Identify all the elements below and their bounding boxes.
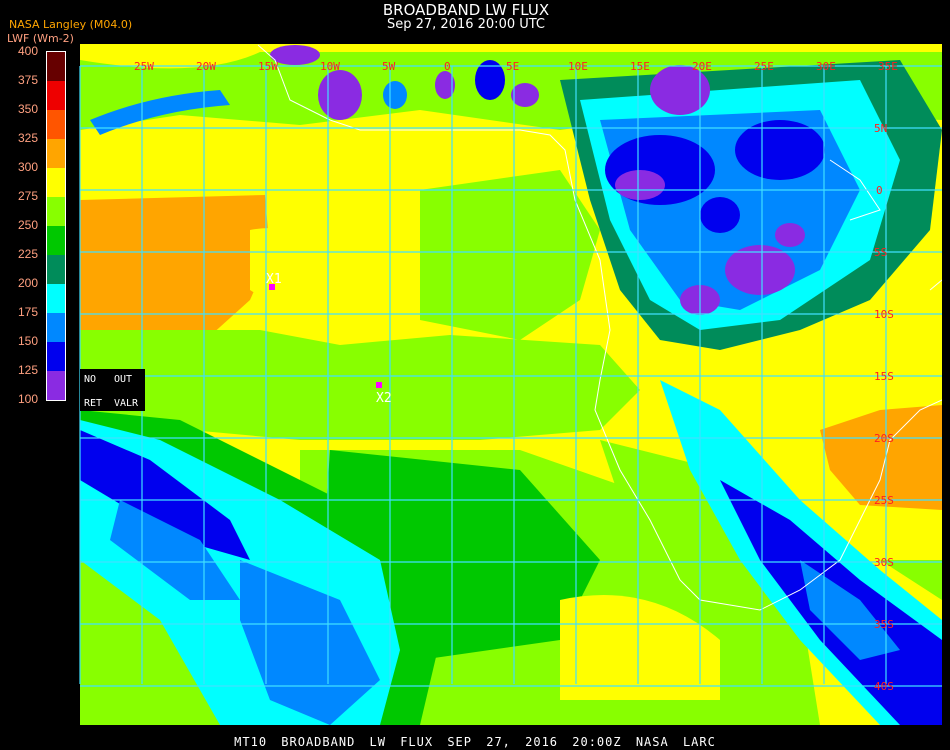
legend-tick: 100: [18, 392, 39, 406]
legend-tick: 300: [18, 160, 39, 174]
longitude-label: 20E: [692, 60, 712, 73]
longitude-label: 30E: [816, 60, 836, 73]
latitude-label: 20S: [874, 432, 894, 445]
legend-tick: 225: [18, 247, 39, 261]
latitude-label: 35S: [874, 618, 894, 631]
longitude-label: 15E: [630, 60, 650, 73]
legend-swatch: [47, 168, 65, 197]
legend-tick: 200: [18, 276, 39, 290]
latitude-label: 15S: [874, 370, 894, 383]
valr-button[interactable]: VALR: [114, 398, 139, 409]
longitude-label: 5W: [382, 60, 396, 73]
legend-swatch: [47, 197, 65, 226]
marker-x1-label: X1: [266, 272, 282, 287]
control-panel: NO OUT RET VALR: [80, 369, 145, 411]
legend-tick: 250: [18, 218, 39, 232]
legend-tick: 125: [18, 363, 39, 377]
longitude-labels: 25W 20W 15W 10W 5W 0 5E 10E 15E 20E 25E 30E 35E: [134, 60, 898, 73]
marker-x1[interactable]: [269, 284, 275, 290]
unit-label: LWF (Wm-2): [7, 32, 74, 45]
organization-label: NASA Langley (M04.0): [9, 18, 133, 31]
legend-swatch: [47, 226, 65, 255]
longitude-label: 0: [444, 60, 451, 73]
lat-lon-grid: [79, 65, 942, 687]
legend-swatch: [47, 52, 65, 81]
latitude-label: 40S: [874, 680, 894, 693]
longitude-label: 15W: [258, 60, 278, 73]
map-title: BROADBAND LW FLUX: [382, 1, 550, 19]
marker-x2-label: X2: [376, 391, 392, 406]
no-button[interactable]: NO: [84, 374, 97, 385]
legend-swatch: [47, 110, 65, 139]
marker-x2[interactable]: [376, 382, 382, 388]
legend-tick: 175: [18, 305, 39, 319]
latitude-label: 10S: [874, 308, 894, 321]
longitude-label: 25E: [754, 60, 774, 73]
legend-swatch: [47, 284, 65, 313]
footer-caption: MT10 BROADBAND LW FLUX SEP 27, 2016 20:0…: [234, 735, 716, 749]
longitude-label: 25W: [134, 60, 154, 73]
out-button[interactable]: OUT: [114, 374, 133, 385]
longitude-label: 10W: [320, 60, 340, 73]
legend-tick: 350: [18, 102, 39, 116]
legend-swatch: [47, 255, 65, 284]
latitude-label: 0: [876, 184, 883, 197]
legend-swatch: [47, 371, 65, 400]
legend-swatch: [47, 342, 65, 371]
longitude-label: 35E: [878, 60, 898, 73]
latitude-label: 30S: [874, 556, 894, 569]
legend-swatch: [47, 81, 65, 110]
legend-tick: 275: [18, 189, 39, 203]
longitude-label: 10E: [568, 60, 588, 73]
legend-tick: 325: [18, 131, 39, 145]
longitude-label: 20W: [196, 60, 216, 73]
legend-tick: 150: [18, 334, 39, 348]
legend-tick: 400: [18, 44, 39, 58]
map-subtitle: Sep 27, 2016 20:00 UTC: [386, 17, 546, 32]
legend-swatch: [47, 313, 65, 342]
latitude-label: 5N: [874, 122, 887, 135]
color-legend: [46, 51, 66, 401]
latitude-label: 25S: [874, 494, 894, 507]
legend-swatch: [47, 139, 65, 168]
latitude-label: 5S: [874, 246, 887, 259]
legend-tick: 375: [18, 73, 39, 87]
latitude-labels: 5N 0 5S 10S 15S 20S 25S 30S 35S 40S: [874, 122, 894, 693]
ret-button[interactable]: RET: [84, 398, 103, 409]
longitude-label: 5E: [506, 60, 519, 73]
